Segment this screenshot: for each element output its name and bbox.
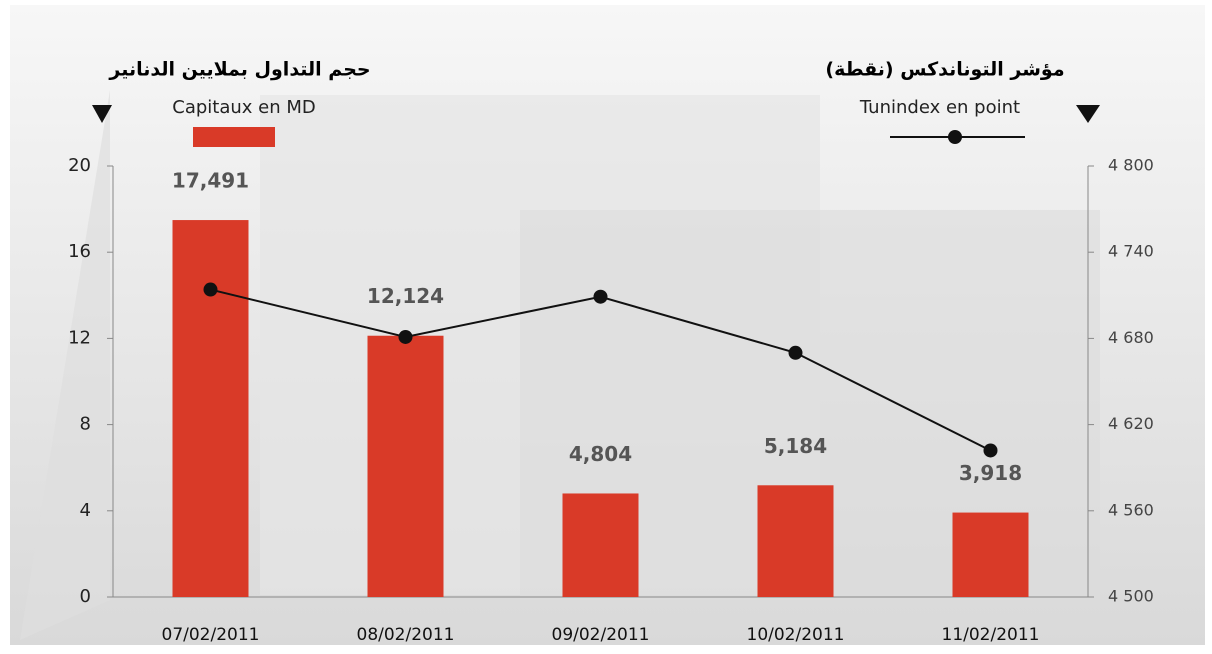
y-tick-label: 8 [80, 414, 91, 435]
line-marker [594, 290, 608, 304]
data-label: 4,804 [569, 442, 632, 466]
data-label: 5,184 [764, 434, 827, 458]
x-tick-label: 11/02/2011 [942, 625, 1040, 645]
bar [368, 336, 444, 597]
bar [953, 513, 1029, 597]
data-label: 3,918 [959, 461, 1022, 485]
line-marker [984, 443, 998, 457]
bar [563, 493, 639, 597]
legend-label: Tunindex en point [859, 97, 1020, 118]
y2-tick-label: 4 500 [1108, 587, 1154, 606]
y2-tick-label: 4 740 [1108, 242, 1154, 261]
x-tick-label: 09/02/2011 [552, 625, 650, 645]
legend-marker [948, 130, 962, 144]
data-label: 17,491 [172, 169, 249, 193]
x-tick-label: 08/02/2011 [357, 625, 455, 645]
chart: حجم التداول بملايين الدنانير مؤشر التونا… [0, 0, 1212, 654]
legend-swatch [193, 127, 275, 147]
y-axis-title: حجم التداول بملايين الدنانير [108, 59, 370, 81]
y2-tick-label: 4 620 [1108, 414, 1154, 433]
data-label: 12,124 [367, 284, 444, 308]
y-tick-label: 0 [80, 586, 91, 607]
y-tick-label: 20 [68, 155, 91, 176]
y-tick-label: 12 [68, 327, 91, 348]
y2-tick-label: 4 560 [1108, 500, 1154, 519]
bar [758, 485, 834, 597]
y2-axis-title: مؤشر التوناندكس (نقطة) [825, 59, 1064, 81]
y-tick-label: 16 [68, 241, 91, 262]
y2-tick-label: 4 800 [1108, 156, 1154, 175]
line-marker [204, 283, 218, 297]
y2-tick-label: 4 680 [1108, 328, 1154, 347]
line-marker [399, 330, 413, 344]
x-tick-label: 07/02/2011 [162, 625, 260, 645]
x-tick-label: 10/02/2011 [747, 625, 845, 645]
legend-label: Capitaux en MD [172, 97, 316, 118]
line-marker [789, 346, 803, 360]
bar [173, 220, 249, 597]
y-tick-label: 4 [80, 500, 91, 521]
